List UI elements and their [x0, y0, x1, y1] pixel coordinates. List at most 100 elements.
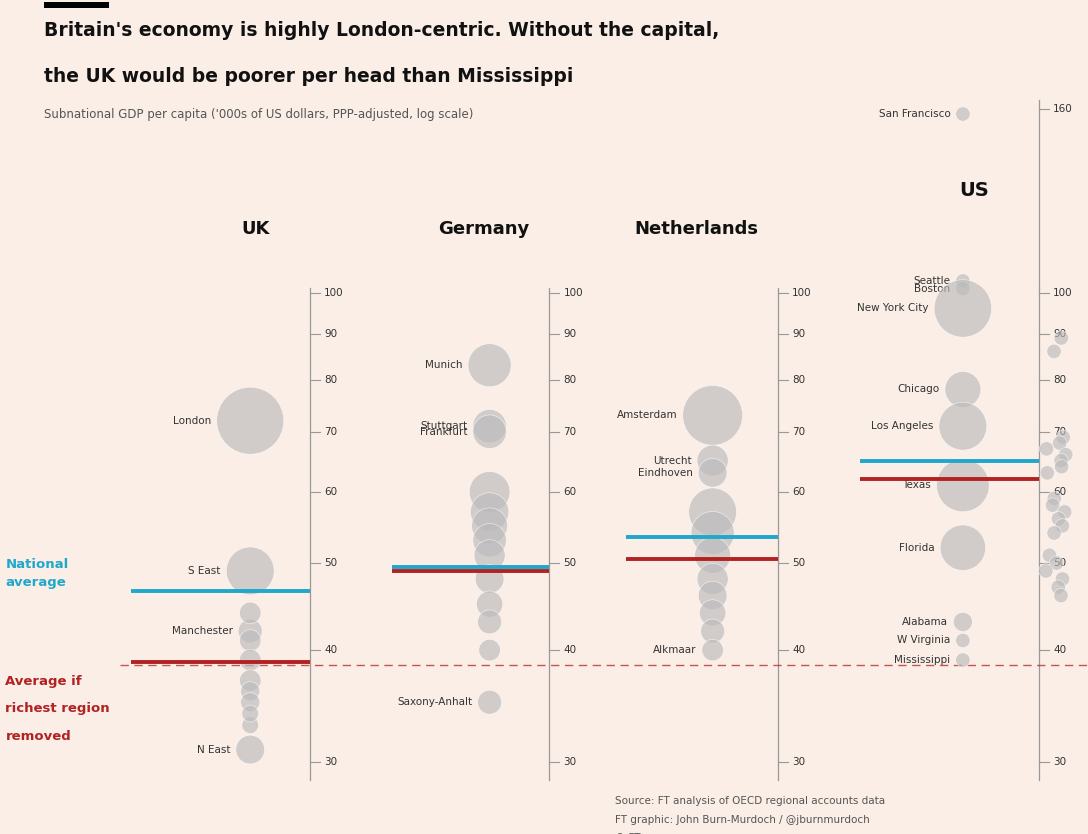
- Ellipse shape: [1059, 448, 1073, 462]
- Text: 40: 40: [1053, 646, 1066, 656]
- Ellipse shape: [1047, 525, 1061, 540]
- Text: New York City: New York City: [857, 304, 929, 314]
- Ellipse shape: [1046, 498, 1060, 512]
- Text: US: US: [959, 181, 989, 199]
- Text: FT graphic: John Burn-Murdoch / @jburnmurdoch: FT graphic: John Burn-Murdoch / @jburnmu…: [615, 815, 869, 825]
- Ellipse shape: [478, 691, 502, 714]
- Ellipse shape: [1040, 465, 1054, 480]
- Ellipse shape: [940, 525, 986, 570]
- Text: N East: N East: [197, 745, 231, 755]
- Ellipse shape: [240, 681, 260, 701]
- Ellipse shape: [1051, 580, 1065, 595]
- Text: S East: S East: [188, 566, 221, 576]
- Ellipse shape: [240, 693, 260, 711]
- Ellipse shape: [236, 736, 264, 764]
- Text: 50: 50: [792, 558, 805, 568]
- Ellipse shape: [1042, 548, 1056, 562]
- Text: UK: UK: [242, 220, 270, 239]
- Ellipse shape: [697, 445, 728, 476]
- Ellipse shape: [1039, 442, 1053, 456]
- Text: 60: 60: [324, 487, 337, 497]
- Text: 80: 80: [564, 374, 577, 384]
- Ellipse shape: [226, 547, 274, 595]
- Ellipse shape: [1047, 491, 1062, 505]
- Ellipse shape: [944, 371, 981, 408]
- Text: © FT: © FT: [615, 833, 640, 834]
- Ellipse shape: [698, 581, 727, 610]
- Ellipse shape: [953, 612, 973, 631]
- Ellipse shape: [1054, 460, 1068, 474]
- Ellipse shape: [239, 649, 261, 671]
- Text: 50: 50: [324, 558, 337, 568]
- Ellipse shape: [939, 402, 987, 450]
- Ellipse shape: [473, 524, 506, 557]
- Ellipse shape: [475, 565, 504, 593]
- Text: Britain's economy is highly London-centric. Without the capital,: Britain's economy is highly London-centr…: [44, 21, 719, 40]
- Text: Germany: Germany: [438, 220, 530, 239]
- Text: 70: 70: [792, 427, 805, 437]
- Text: Stuttgart: Stuttgart: [420, 421, 468, 431]
- Text: 100: 100: [564, 288, 583, 298]
- Text: 90: 90: [324, 329, 337, 339]
- Ellipse shape: [477, 591, 503, 617]
- Text: Manchester: Manchester: [172, 626, 233, 636]
- Text: Boston: Boston: [914, 284, 950, 294]
- Text: Alabama: Alabama: [902, 617, 948, 627]
- Text: Mississippi: Mississippi: [894, 655, 950, 665]
- Ellipse shape: [691, 511, 734, 555]
- Text: 40: 40: [792, 646, 805, 656]
- Text: 90: 90: [1053, 329, 1066, 339]
- Text: Alkmaar: Alkmaar: [653, 646, 696, 656]
- Ellipse shape: [1049, 555, 1064, 570]
- Ellipse shape: [937, 459, 989, 512]
- Text: Florida: Florida: [899, 543, 935, 553]
- Text: W Virginia: W Virginia: [897, 636, 950, 646]
- Ellipse shape: [474, 540, 505, 570]
- Ellipse shape: [1039, 564, 1053, 578]
- Text: Amsterdam: Amsterdam: [617, 410, 677, 420]
- Ellipse shape: [242, 716, 259, 734]
- Text: 70: 70: [324, 427, 337, 437]
- Text: 30: 30: [564, 757, 577, 767]
- Ellipse shape: [1055, 572, 1070, 586]
- Text: 100: 100: [1053, 288, 1073, 298]
- Ellipse shape: [239, 602, 261, 624]
- Ellipse shape: [955, 633, 970, 648]
- Ellipse shape: [1055, 519, 1070, 533]
- Ellipse shape: [468, 344, 511, 387]
- Text: 70: 70: [564, 427, 577, 437]
- Text: 60: 60: [564, 487, 577, 497]
- Ellipse shape: [689, 488, 737, 535]
- Text: Utrecht: Utrecht: [653, 455, 692, 465]
- Ellipse shape: [700, 600, 726, 626]
- Text: London: London: [173, 415, 211, 425]
- Text: 100: 100: [324, 288, 344, 298]
- Ellipse shape: [473, 409, 506, 443]
- Text: 80: 80: [324, 374, 337, 384]
- Text: 90: 90: [792, 329, 805, 339]
- Text: Frankfurt: Frankfurt: [420, 427, 468, 437]
- Ellipse shape: [479, 640, 500, 661]
- Text: 30: 30: [324, 757, 337, 767]
- Ellipse shape: [242, 706, 259, 722]
- Ellipse shape: [955, 107, 970, 121]
- Ellipse shape: [1054, 331, 1068, 345]
- Text: 60: 60: [1053, 487, 1066, 497]
- Text: 40: 40: [564, 646, 577, 656]
- Text: Texas: Texas: [902, 480, 931, 490]
- Text: 30: 30: [1053, 757, 1066, 767]
- Ellipse shape: [1052, 436, 1067, 450]
- Text: 160: 160: [1053, 104, 1073, 114]
- Text: 50: 50: [1053, 558, 1066, 568]
- Text: 70: 70: [1053, 427, 1066, 437]
- Text: 50: 50: [564, 558, 577, 568]
- Text: Munich: Munich: [425, 360, 462, 370]
- Text: 90: 90: [564, 329, 577, 339]
- Ellipse shape: [1047, 344, 1061, 359]
- Ellipse shape: [702, 640, 724, 661]
- Ellipse shape: [472, 508, 507, 544]
- Ellipse shape: [469, 471, 510, 512]
- Text: the UK would be poorer per head than Mississippi: the UK would be poorer per head than Mis…: [44, 67, 573, 86]
- Text: 100: 100: [792, 288, 812, 298]
- Text: Seattle: Seattle: [913, 276, 950, 286]
